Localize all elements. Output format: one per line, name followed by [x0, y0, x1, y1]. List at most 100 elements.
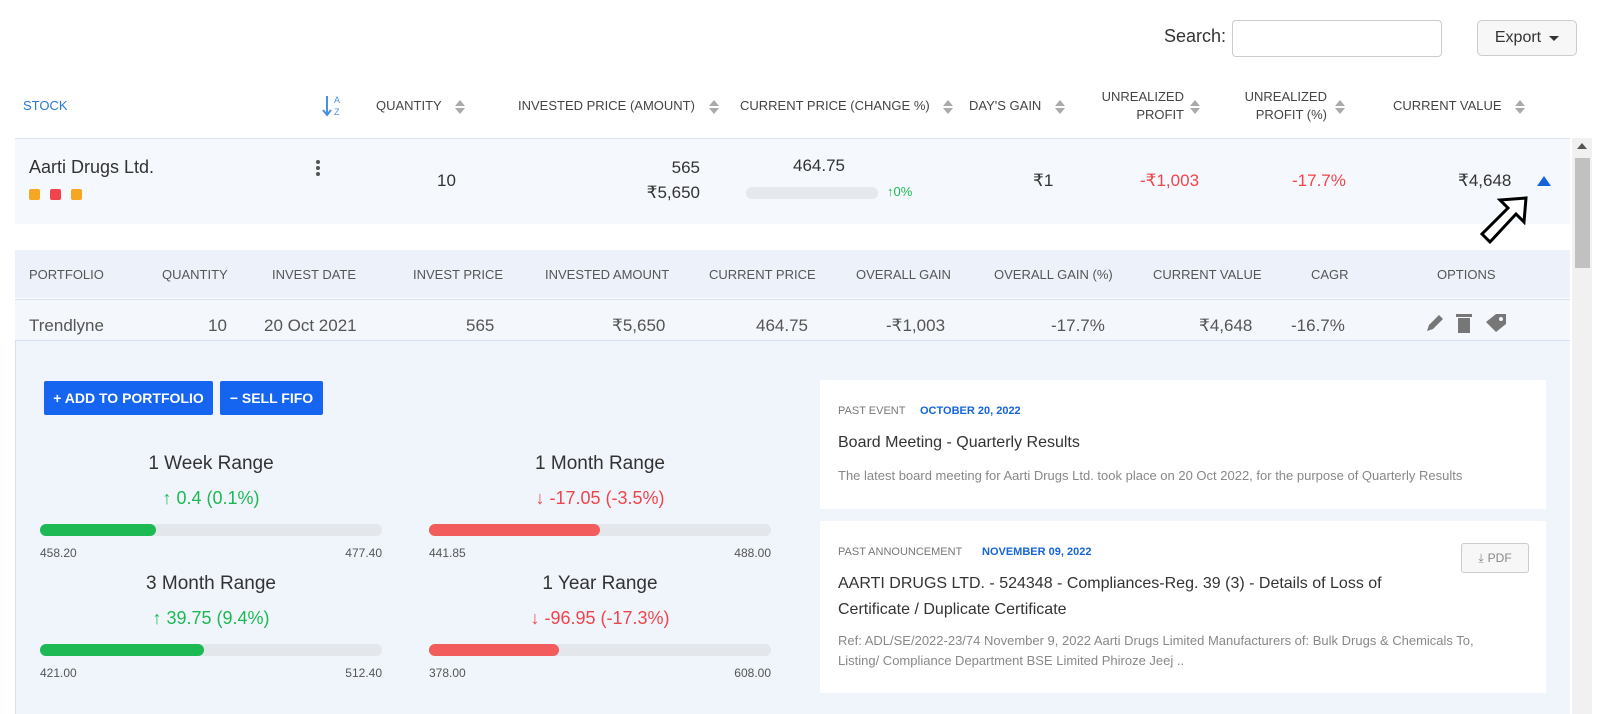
portfolio-invested-amount: ₹5,650 — [612, 316, 666, 335]
announcement-card[interactable] — [820, 521, 1546, 693]
delete-icon[interactable] — [1454, 312, 1474, 334]
range-bar-fill — [429, 524, 600, 536]
announcement-date: NOVEMBER 09, 2022 — [982, 546, 1092, 558]
event-card[interactable] — [820, 380, 1546, 509]
scroll-up-icon[interactable] — [1577, 143, 1587, 149]
range-bar — [40, 524, 382, 536]
announcement-title-line-1[interactable]: AARTI DRUGS LTD. - 524348 - Compliances-… — [838, 575, 1382, 592]
column-unrealized-pct-label-2: PROFIT (%) — [1255, 107, 1327, 122]
range-low: 458.20 — [40, 546, 77, 560]
range-bar — [429, 644, 771, 656]
export-button[interactable]: Export — [1477, 20, 1577, 56]
portfolio-col-options: OPTIONS — [1437, 267, 1496, 282]
column-current-label: CURRENT PRICE (CHANGE %) — [740, 98, 930, 113]
event-type: PAST EVENT — [838, 405, 906, 417]
portfolio-current-value: ₹4,648 — [1199, 316, 1253, 335]
range-high: 512.40 — [345, 666, 382, 680]
column-unrealized-profit-pct[interactable]: UNREALIZED PROFIT (%) — [1243, 88, 1327, 124]
download-icon: ⤓ — [1478, 550, 1484, 565]
search-input[interactable] — [1232, 20, 1442, 57]
collapse-row-icon[interactable] — [1537, 176, 1551, 186]
stock-row[interactable] — [15, 138, 1570, 224]
portfolio-col-cagr: CAGR — [1311, 267, 1349, 282]
column-unrealized-profit[interactable]: UNREALIZED PROFIT — [1100, 88, 1184, 124]
portfolio-col-quantity: QUANTITY — [162, 267, 228, 282]
portfolio-header — [15, 250, 1570, 298]
arrow-down-icon: ↓ — [535, 488, 550, 508]
portfolio-name[interactable]: Trendlyne — [29, 316, 104, 335]
stock-invested-amount: ₹5,650 — [646, 183, 700, 202]
stock-unrealized-profit-pct: -17.7% — [1292, 171, 1346, 190]
announcement-desc-line-1: Ref: ADL/SE/2022-23/74 November 9, 2022 … — [838, 633, 1474, 648]
sort-icon — [1054, 99, 1065, 114]
stock-tag — [29, 189, 40, 200]
column-unrealized-label-2: PROFIT — [1136, 107, 1184, 122]
range-change: ↓ -17.05 (-3.5%) — [535, 488, 665, 508]
column-stock[interactable]: STOCK — [23, 98, 68, 113]
range-high: 477.40 — [345, 546, 382, 560]
stock-invested-price: 565 — [671, 158, 700, 177]
portfolio-cagr: -16.7% — [1291, 316, 1345, 335]
add-to-portfolio-button[interactable]: + ADD TO PORTFOLIO — [44, 381, 213, 415]
event-date: OCTOBER 20, 2022 — [920, 405, 1021, 417]
range-title: 1 Week Range — [148, 453, 274, 474]
column-current-price[interactable]: CURRENT PRICE (CHANGE %) — [740, 97, 954, 115]
kebab-menu-icon[interactable] — [316, 160, 320, 178]
export-label: Export — [1494, 29, 1542, 46]
edit-icon[interactable] — [1424, 312, 1446, 334]
range-bar — [429, 524, 771, 536]
range-change: ↑ 39.75 (9.4%) — [152, 608, 270, 628]
event-description: The latest board meeting for Aarti Drugs… — [838, 468, 1463, 483]
stock-change-pct: ↑0% — [887, 184, 913, 199]
column-days-gain[interactable]: DAY'S GAIN — [969, 97, 1065, 115]
portfolio-col-current-value: CURRENT VALUE — [1153, 267, 1262, 282]
sort-az-icon[interactable]: A Z — [322, 94, 344, 118]
sort-icon[interactable] — [1190, 100, 1200, 114]
event-title[interactable]: Board Meeting - Quarterly Results — [838, 434, 1080, 451]
stock-name[interactable]: Aarti Drugs Ltd. — [29, 157, 155, 177]
column-current-value[interactable]: CURRENT VALUE — [1393, 97, 1526, 115]
column-unrealized-label-1: UNREALIZED — [1101, 89, 1184, 104]
column-invested[interactable]: INVESTED PRICE (AMOUNT) — [518, 97, 719, 115]
portfolio-col-invest-price: INVEST PRICE — [413, 267, 504, 282]
arrow-down-icon: ↓ — [530, 608, 545, 628]
arrow-up-icon: ↑ — [162, 488, 177, 508]
announcement-desc-line-2: Listing/ Compliance Department BSE Limit… — [838, 653, 1185, 668]
portfolio-quantity: 10 — [208, 316, 227, 335]
portfolio-row — [15, 299, 1570, 341]
stock-tag — [50, 189, 61, 200]
range-high: 608.00 — [734, 666, 771, 680]
portfolio-overall-gain-pct: -17.7% — [1051, 316, 1105, 335]
sort-icon — [1515, 99, 1526, 114]
portfolio-col-overall-gain: OVERALL GAIN — [856, 267, 951, 282]
portfolio-invest-price: 565 — [466, 316, 495, 335]
sort-icon — [708, 99, 719, 114]
announcement-type: PAST ANNOUNCEMENT — [838, 546, 963, 558]
sort-icon[interactable] — [1335, 100, 1345, 114]
price-change-bar — [746, 187, 878, 199]
range-high: 488.00 — [734, 546, 771, 560]
sort-icon — [943, 99, 954, 114]
tag-icon[interactable] — [1484, 312, 1508, 334]
range-title: 1 Month Range — [535, 453, 665, 474]
range-bar — [40, 644, 382, 656]
range-low: 421.00 — [40, 666, 77, 680]
column-unrealized-pct-label-1: UNREALIZED — [1244, 89, 1327, 104]
range-bar-fill — [40, 644, 205, 656]
announcement-title-line-2[interactable]: Certificate / Duplicate Certificate — [838, 601, 1067, 618]
stock-current-value: ₹4,648 — [1458, 171, 1512, 190]
stock-quantity: 10 — [437, 171, 456, 190]
sell-fifo-button[interactable]: − SELL FIFO — [220, 381, 323, 415]
column-quantity[interactable]: QUANTITY — [376, 97, 466, 115]
portfolio-col-current-price: CURRENT PRICE — [709, 267, 816, 282]
portfolio-current-price: 464.75 — [756, 316, 808, 335]
portfolio-col-invested-amount: INVESTED AMOUNT — [545, 267, 670, 282]
range-change: ↓ -96.95 (-17.3%) — [530, 608, 670, 628]
scrollbar-thumb[interactable] — [1575, 158, 1590, 268]
caret-down-icon — [1549, 35, 1560, 41]
stock-current-price: 464.75 — [793, 156, 845, 175]
scrollbar-track[interactable] — [1572, 138, 1592, 714]
arrow-up-icon: ↑ — [152, 608, 167, 628]
sort-icon — [455, 99, 466, 114]
pdf-button[interactable]: ⤓ PDF — [1461, 543, 1529, 573]
